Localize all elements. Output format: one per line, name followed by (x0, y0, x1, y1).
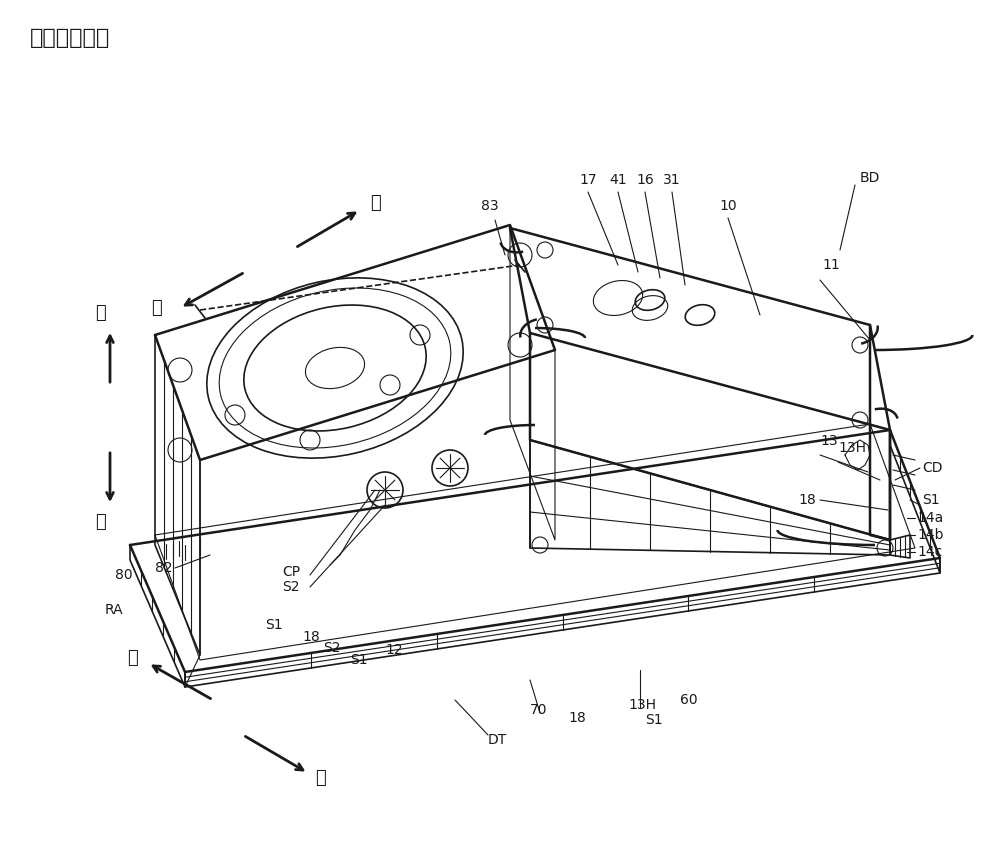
Text: 13H: 13H (628, 698, 656, 712)
Text: 16: 16 (636, 173, 654, 187)
Text: 10: 10 (719, 199, 737, 213)
Text: 上: 上 (95, 304, 105, 322)
Text: S2: S2 (323, 641, 340, 655)
Text: S2: S2 (282, 580, 300, 594)
Text: S1: S1 (265, 618, 283, 632)
Text: 31: 31 (663, 173, 681, 187)
Text: 第一实施方式: 第一实施方式 (30, 28, 110, 48)
Text: 41: 41 (609, 173, 627, 187)
Text: 后: 后 (127, 649, 138, 667)
Text: 82: 82 (155, 561, 173, 575)
Text: 70: 70 (530, 703, 548, 717)
Text: CP: CP (282, 565, 300, 579)
Text: 12: 12 (385, 643, 403, 657)
Text: 14b: 14b (917, 528, 944, 542)
Text: BD: BD (860, 171, 880, 185)
Text: 80: 80 (115, 568, 133, 582)
Text: DT: DT (488, 733, 507, 747)
Text: 18: 18 (798, 493, 816, 507)
Text: 83: 83 (481, 199, 499, 213)
Text: CD: CD (922, 461, 942, 475)
Text: 左: 左 (370, 194, 381, 212)
Text: 右: 右 (151, 299, 162, 317)
Text: 60: 60 (680, 693, 698, 707)
Text: 13: 13 (820, 434, 838, 448)
Text: 14a: 14a (917, 511, 943, 525)
Text: 下: 下 (95, 513, 105, 531)
Text: S1: S1 (350, 653, 368, 667)
Text: S1: S1 (922, 493, 940, 507)
Text: 14c: 14c (917, 545, 942, 559)
Text: 18: 18 (568, 711, 586, 725)
Text: 17: 17 (579, 173, 597, 187)
Text: RA: RA (105, 603, 124, 617)
Text: 13H: 13H (838, 441, 866, 455)
Text: 18: 18 (302, 630, 320, 644)
Text: 前: 前 (315, 769, 326, 787)
Text: 11: 11 (822, 258, 840, 272)
Text: S1: S1 (645, 713, 663, 727)
